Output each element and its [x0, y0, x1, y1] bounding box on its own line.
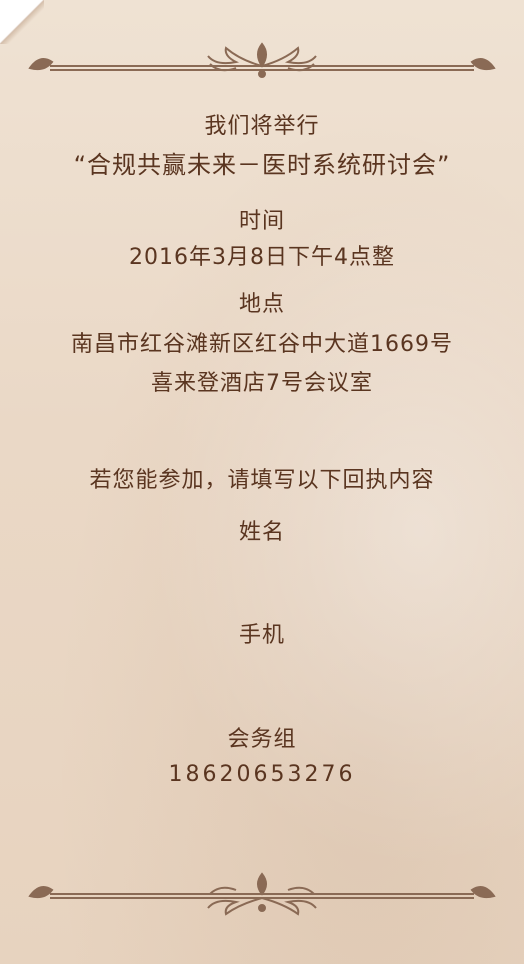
scroll-ornament-icon — [28, 872, 496, 916]
event-title: “合规共赢未来－医时系统研讨会” — [73, 151, 451, 179]
rsvp-prompt: 若您能参加，请填写以下回执内容 — [89, 468, 435, 493]
page-curl-shadow — [0, 0, 44, 44]
intro-line: 我们将举行 — [204, 114, 320, 139]
phone-label: 手机 — [238, 623, 285, 648]
time-value: 2016年3月8日下午4点整 — [129, 245, 395, 270]
time-label: 时间 — [238, 209, 285, 234]
name-label: 姓名 — [238, 520, 285, 545]
place-label: 地点 — [238, 292, 285, 317]
contact-phone: 18620653276 — [168, 762, 356, 787]
contact-group-label: 会务组 — [227, 727, 297, 752]
place-line-1: 南昌市红谷滩新区红谷中大道1669号 — [71, 332, 453, 357]
place-line-2: 喜来登酒店7号会议室 — [151, 371, 373, 396]
page-curl-icon — [0, 0, 44, 44]
scroll-ornament-icon — [28, 42, 496, 78]
